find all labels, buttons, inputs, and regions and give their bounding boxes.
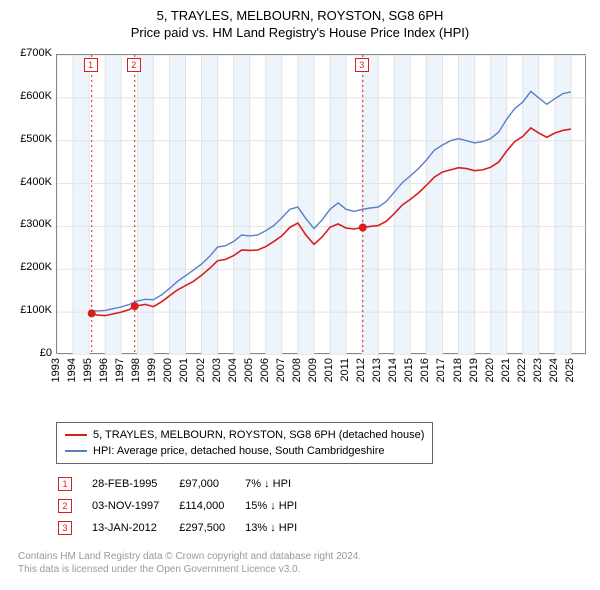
x-axis-label: 2004 bbox=[227, 358, 239, 382]
x-axis-label: 1994 bbox=[66, 358, 78, 382]
license-line1: Contains HM Land Registry data © Crown c… bbox=[18, 550, 592, 563]
x-axis-label: 2021 bbox=[500, 358, 512, 382]
sale-point-1 bbox=[88, 309, 96, 317]
x-axis-label: 2017 bbox=[435, 358, 447, 382]
chart-title-block: 5, TRAYLES, MELBOURN, ROYSTON, SG8 6PH P… bbox=[8, 8, 592, 40]
event-price: £97,000 bbox=[179, 474, 243, 494]
x-axis-label: 2000 bbox=[162, 358, 174, 382]
legend-swatch bbox=[65, 434, 87, 436]
y-axis-label: £300K bbox=[8, 218, 52, 230]
x-axis-label: 2025 bbox=[564, 358, 576, 382]
legend-label: 5, TRAYLES, MELBOURN, ROYSTON, SG8 6PH (… bbox=[93, 427, 424, 443]
legend-label: HPI: Average price, detached house, Sout… bbox=[93, 443, 384, 459]
event-marker-2: 2 bbox=[58, 499, 72, 513]
y-axis-label: £0 bbox=[8, 347, 52, 359]
x-axis-label: 2014 bbox=[387, 358, 399, 382]
legend: 5, TRAYLES, MELBOURN, ROYSTON, SG8 6PH (… bbox=[56, 422, 433, 464]
x-axis-label: 2005 bbox=[243, 358, 255, 382]
x-axis-label: 2009 bbox=[307, 358, 319, 382]
event-diff: 7% ↓ HPI bbox=[245, 474, 315, 494]
event-marker-1: 1 bbox=[58, 477, 72, 491]
x-axis-label: 1999 bbox=[146, 358, 158, 382]
events-table: 1 28-FEB-1995£97,0007% ↓ HPI 2 03-NOV-1997£… bbox=[56, 472, 317, 540]
chart-title-line2: Price paid vs. HM Land Registry's House … bbox=[8, 25, 592, 40]
event-row: 1 28-FEB-1995£97,0007% ↓ HPI bbox=[58, 474, 315, 494]
x-axis-label: 2020 bbox=[484, 358, 496, 382]
legend-row: HPI: Average price, detached house, Sout… bbox=[65, 443, 424, 459]
x-axis-label: 1997 bbox=[114, 358, 126, 382]
x-axis-label: 2006 bbox=[259, 358, 271, 382]
y-axis-label: £100K bbox=[8, 304, 52, 316]
y-axis-label: £200K bbox=[8, 261, 52, 273]
event-date: 28-FEB-1995 bbox=[92, 474, 177, 494]
chart-title-line1: 5, TRAYLES, MELBOURN, ROYSTON, SG8 6PH bbox=[8, 8, 592, 23]
event-date: 03-NOV-1997 bbox=[92, 496, 177, 516]
x-axis-label: 2012 bbox=[355, 358, 367, 382]
event-marker-3: 3 bbox=[58, 521, 72, 535]
x-axis-label: 1993 bbox=[50, 358, 62, 382]
y-axis-label: £500K bbox=[8, 133, 52, 145]
x-axis-label: 2018 bbox=[452, 358, 464, 382]
event-diff: 13% ↓ HPI bbox=[245, 518, 315, 538]
event-diff: 15% ↓ HPI bbox=[245, 496, 315, 516]
x-axis-label: 2001 bbox=[178, 358, 190, 382]
event-row: 2 03-NOV-1997£114,00015% ↓ HPI bbox=[58, 496, 315, 516]
event-price: £114,000 bbox=[179, 496, 243, 516]
x-axis-label: 1996 bbox=[98, 358, 110, 382]
x-axis-label: 2008 bbox=[291, 358, 303, 382]
y-axis-label: £400K bbox=[8, 176, 52, 188]
y-axis-label: £700K bbox=[8, 47, 52, 59]
event-row: 3 13-JAN-2012£297,50013% ↓ HPI bbox=[58, 518, 315, 538]
x-axis-label: 2010 bbox=[323, 358, 335, 382]
x-axis-label: 2003 bbox=[211, 358, 223, 382]
sale-point-3 bbox=[359, 224, 367, 232]
x-axis-label: 2013 bbox=[371, 358, 383, 382]
event-date: 13-JAN-2012 bbox=[92, 518, 177, 538]
sale-marker-3: 3 bbox=[355, 58, 369, 72]
x-axis-label: 2016 bbox=[419, 358, 431, 382]
x-axis-label: 1998 bbox=[130, 358, 142, 382]
license-line2: This data is licensed under the Open Gov… bbox=[18, 563, 592, 576]
x-axis-label: 2024 bbox=[548, 358, 560, 382]
legend-row: 5, TRAYLES, MELBOURN, ROYSTON, SG8 6PH (… bbox=[65, 427, 424, 443]
plot-region bbox=[56, 54, 586, 354]
license-text: Contains HM Land Registry data © Crown c… bbox=[18, 550, 592, 576]
x-axis-label: 2007 bbox=[275, 358, 287, 382]
x-axis-label: 2015 bbox=[403, 358, 415, 382]
x-axis-label: 2023 bbox=[532, 358, 544, 382]
sale-marker-1: 1 bbox=[84, 58, 98, 72]
x-axis-label: 2011 bbox=[339, 358, 351, 382]
chart-area: £0 £100K £200K £300K £400K £500K £600K £700K 1 2 3… bbox=[8, 46, 592, 414]
sale-point-2 bbox=[131, 302, 139, 310]
sale-marker-2: 2 bbox=[127, 58, 141, 72]
x-axis-label: 1995 bbox=[82, 358, 94, 382]
legend-swatch bbox=[65, 450, 87, 452]
event-price: £297,500 bbox=[179, 518, 243, 538]
x-axis-label: 2002 bbox=[195, 358, 207, 382]
y-axis-label: £600K bbox=[8, 90, 52, 102]
x-axis-label: 2019 bbox=[468, 358, 480, 382]
x-axis-label: 2022 bbox=[516, 358, 528, 382]
